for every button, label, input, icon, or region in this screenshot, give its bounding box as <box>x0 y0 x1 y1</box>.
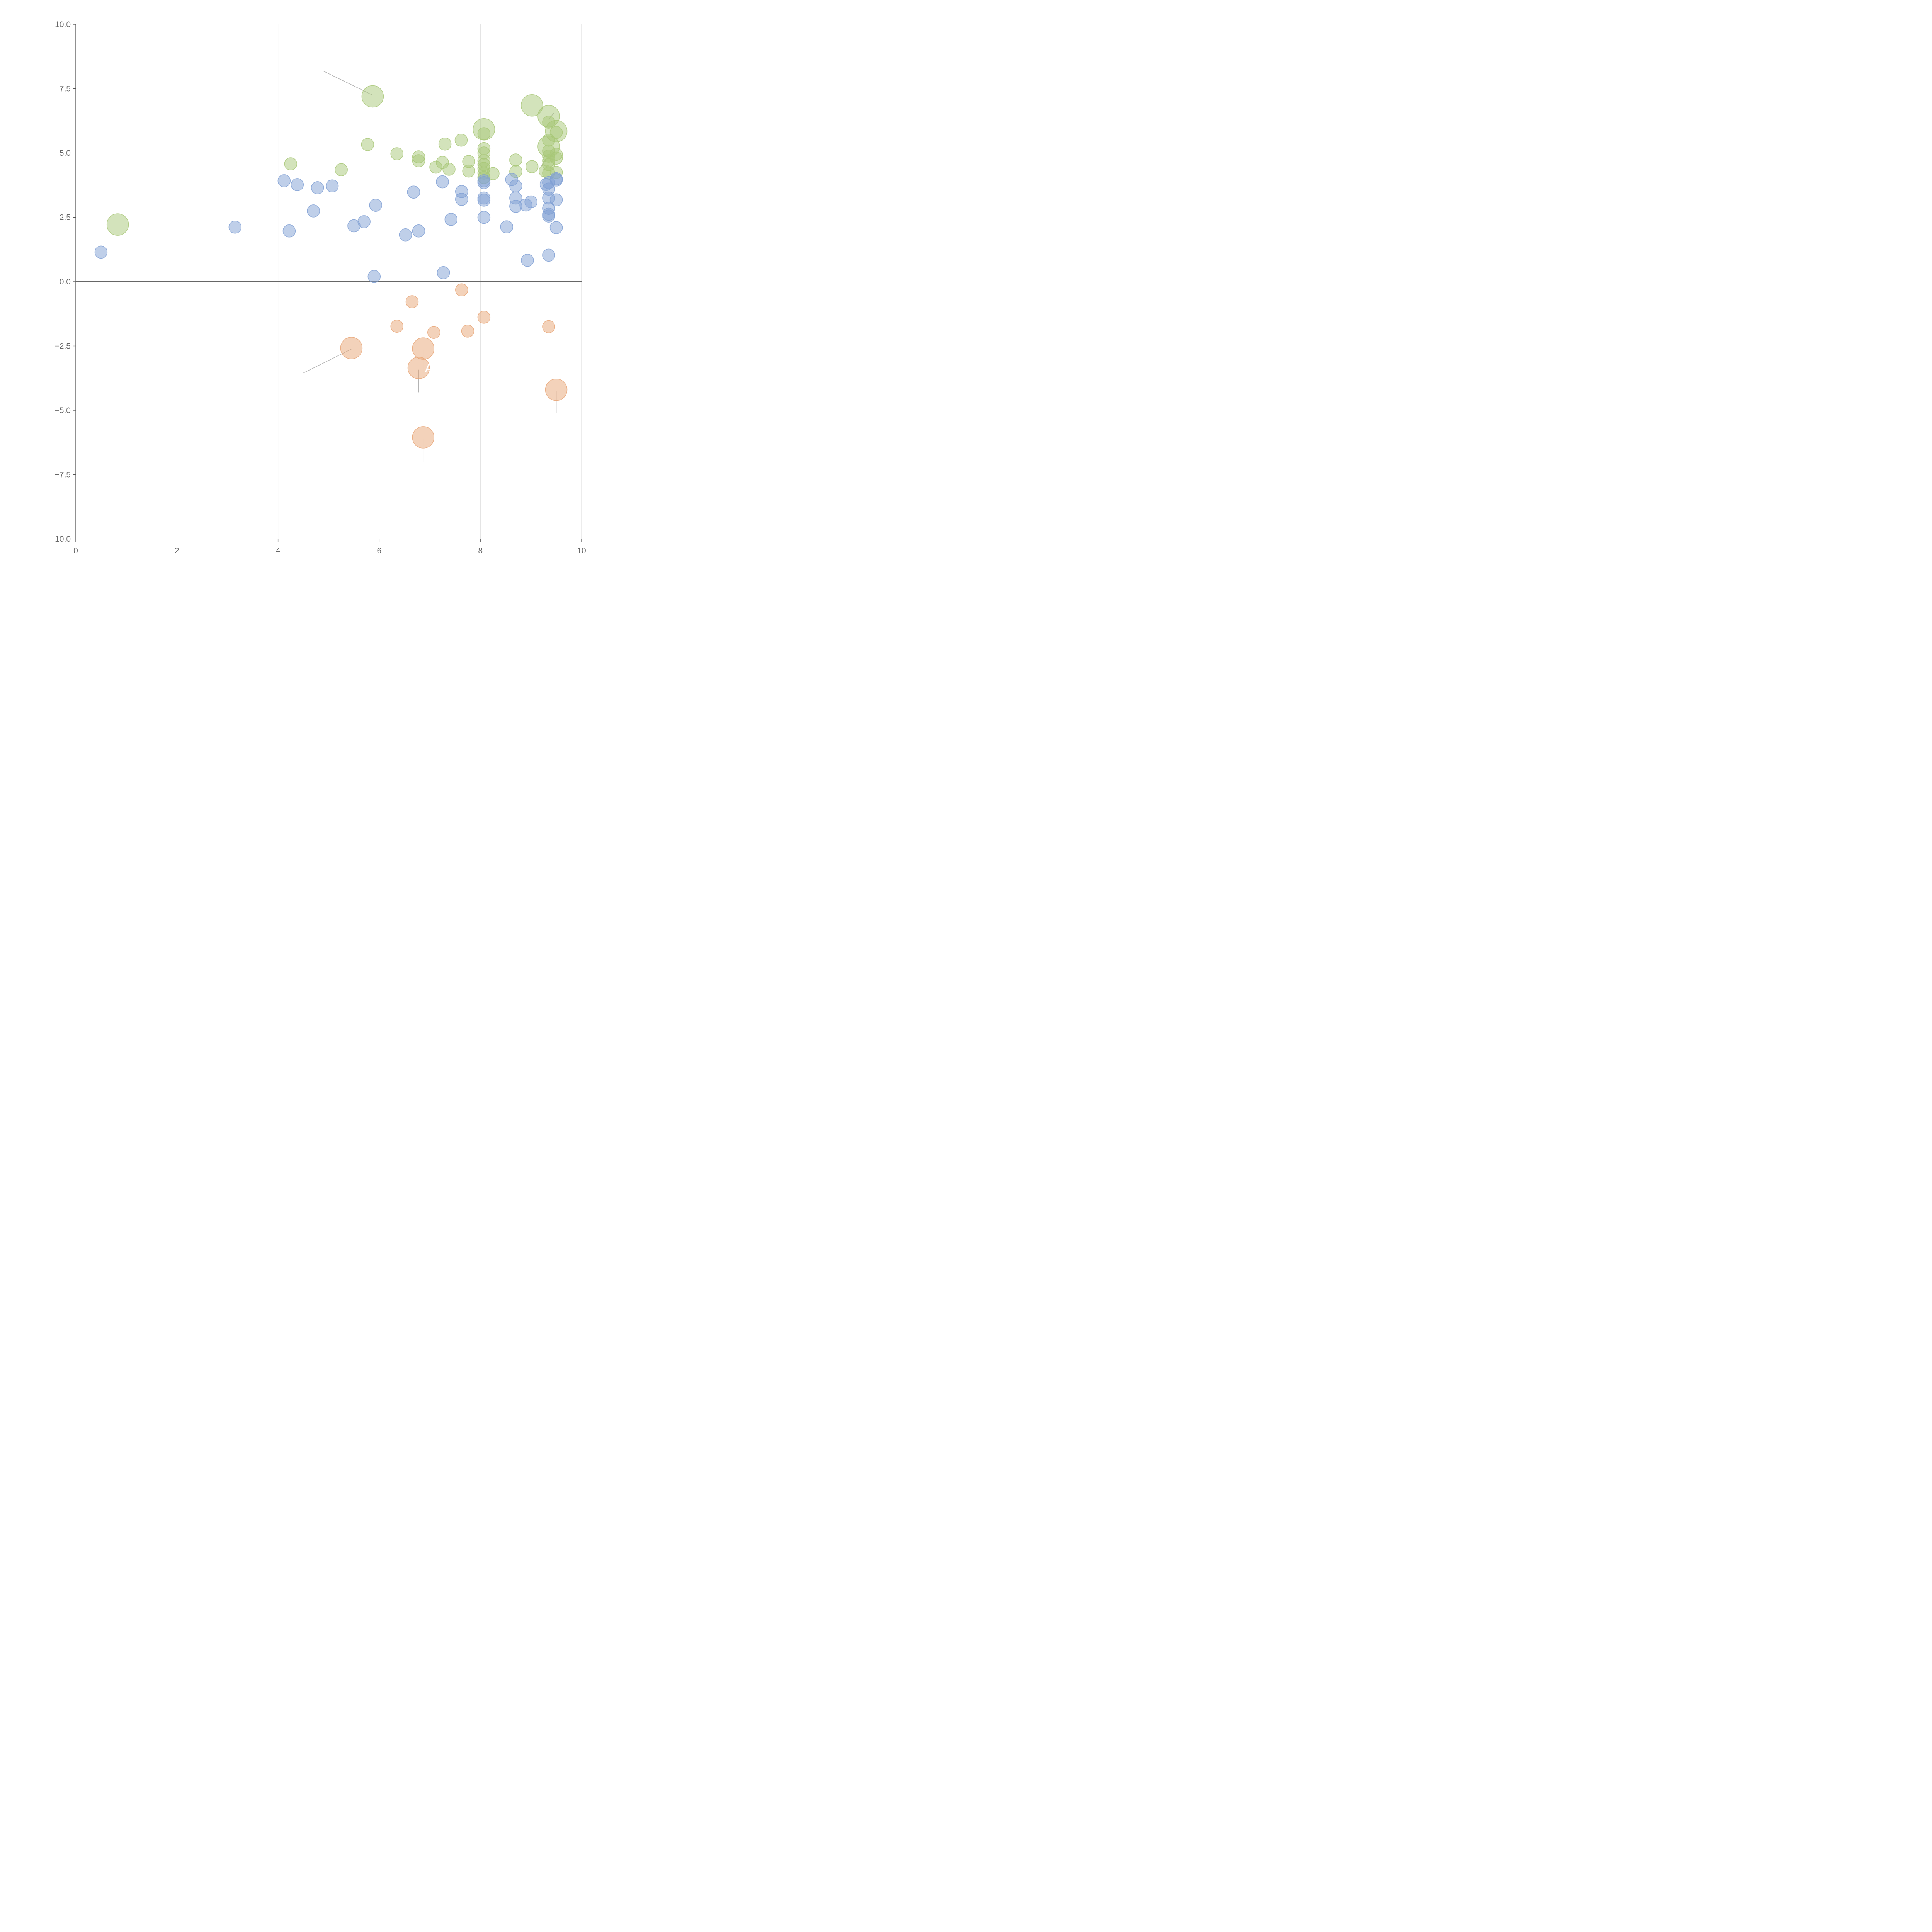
y-tick-label-0: 10.0 <box>55 20 71 29</box>
y-tick-label-4: 0.0 <box>60 277 71 286</box>
y-tick-label-6: −5.0 <box>55 406 71 415</box>
blue-bubble-10 <box>367 270 381 283</box>
blue-bubble-17 <box>444 213 458 226</box>
blue-bubble-11 <box>369 199 382 212</box>
leader-lines <box>303 71 557 462</box>
green-bubble-12 <box>454 133 468 147</box>
orange-bubble-1 <box>390 320 403 333</box>
blue-bubble-32 <box>524 195 537 209</box>
y-tick-label-2: 5.0 <box>60 149 71 158</box>
scatter-chart: A CH 10.0 7.5 5.0 2.5 0.0 −2.5 −5.0 −7.5 −10.00 2 4… <box>50 20 586 555</box>
blue-bubble-3 <box>282 224 296 238</box>
orange-bubble-7 <box>455 283 468 297</box>
green-bubble-10 <box>438 137 452 151</box>
blue-bubble-24 <box>477 211 491 224</box>
axes: 10.0 7.5 5.0 2.5 0.0 −2.5 −5.0 −7.5 −10.00 2 4 6 8 10 <box>50 20 586 555</box>
x-tick-label-2: 4 <box>276 546 281 555</box>
blue-bubble-5 <box>307 204 320 218</box>
x-tick-label-5: 10 <box>577 546 586 555</box>
green-bubble-16 <box>477 127 491 140</box>
y-tick-label-7: −7.5 <box>55 471 71 480</box>
green-bubble-4 <box>361 85 384 108</box>
green-bubble-5 <box>390 147 403 160</box>
orange-bubble-2 <box>405 295 419 308</box>
orange-bubble-5 <box>412 426 435 449</box>
orange-bubble-6 <box>427 326 440 339</box>
y-tick-label-8: −10.0 <box>50 535 71 544</box>
blue-bubble-2 <box>277 174 291 187</box>
orange-bubble-11 <box>545 378 568 401</box>
blue-bubble-19 <box>455 193 468 206</box>
bubbles <box>94 85 568 449</box>
annotation-label-1: CH <box>522 177 541 192</box>
green-bubble-25 <box>509 153 522 167</box>
green-bubble-1 <box>284 157 298 170</box>
y-tick-label-1: 7.5 <box>60 85 71 94</box>
green-bubble-7 <box>412 154 425 167</box>
blue-bubble-27 <box>509 179 522 192</box>
blue-bubble-31 <box>521 253 534 267</box>
orange-bubble-8 <box>461 325 474 338</box>
green-bubble-14 <box>462 164 475 178</box>
green-bubble-42 <box>549 151 563 165</box>
orange-bubble-9 <box>477 311 491 324</box>
green-bubble-2 <box>335 163 348 177</box>
y-tick-label-3: 2.5 <box>60 213 71 222</box>
orange-bubble-10 <box>542 320 555 333</box>
blue-bubble-21 <box>477 176 491 189</box>
blue-bubble-9 <box>357 215 371 228</box>
x-tick-label-0: 0 <box>73 546 78 555</box>
blue-bubble-14 <box>412 224 425 238</box>
blue-bubble-4 <box>291 178 304 191</box>
blue-bubble-15 <box>436 175 449 189</box>
y-tick-label-5: −2.5 <box>55 342 71 351</box>
blue-bubble-43 <box>549 193 563 206</box>
blue-bubble-1 <box>228 221 242 234</box>
blue-bubble-7 <box>325 179 339 192</box>
x-tick-label-1: 2 <box>175 546 179 555</box>
blue-bubble-40 <box>542 248 555 262</box>
blue-bubble-23 <box>477 194 491 207</box>
green-bubble-11 <box>442 163 456 176</box>
x-tick-label-4: 8 <box>478 546 483 555</box>
orange-bubble-4 <box>412 337 435 360</box>
annotation-label-0: A <box>425 361 434 376</box>
blue-bubble-0 <box>94 245 108 259</box>
blue-bubble-39 <box>542 209 555 223</box>
orange-bubble-0 <box>340 337 363 359</box>
annotation-labels: A CH <box>425 177 541 376</box>
blue-bubble-25 <box>500 220 514 233</box>
blue-bubble-12 <box>399 228 412 242</box>
blue-bubble-44 <box>549 221 563 234</box>
green-bubble-3 <box>361 138 374 151</box>
blue-bubble-13 <box>407 185 420 199</box>
blue-bubble-42 <box>549 173 563 187</box>
green-bubble-38 <box>539 164 552 178</box>
blue-bubble-16 <box>437 266 450 279</box>
green-bubble-40 <box>549 126 563 139</box>
green-bubble-24 <box>486 167 500 180</box>
blue-bubble-6 <box>311 181 324 194</box>
green-bubble-27 <box>525 160 539 173</box>
x-tick-label-3: 6 <box>377 546 382 555</box>
green-bubble-0 <box>106 213 129 236</box>
green-bubble-28 <box>520 94 543 117</box>
